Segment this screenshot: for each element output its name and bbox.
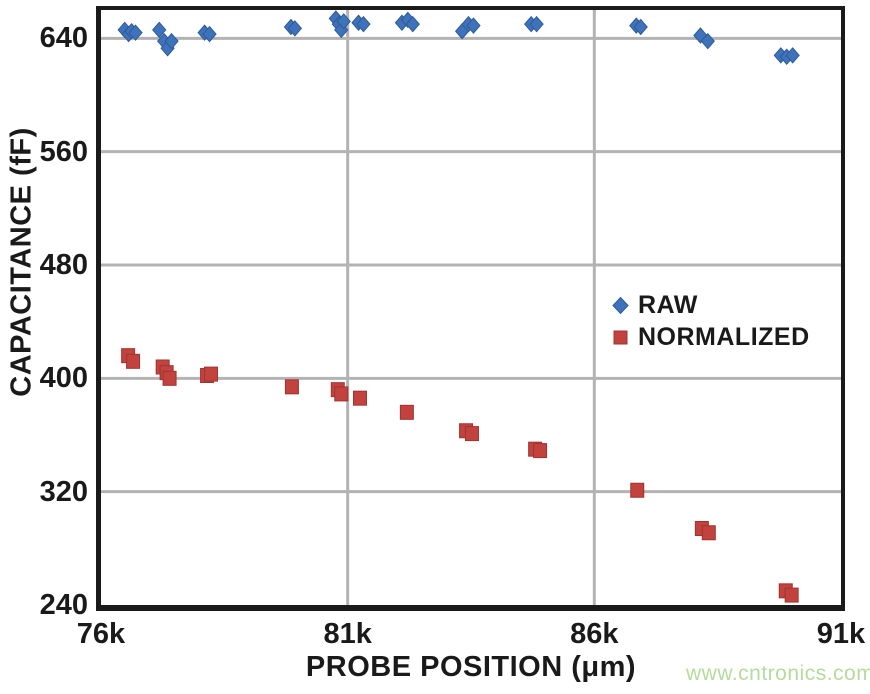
raw-data-point [128, 24, 143, 41]
raw-data-point [785, 47, 800, 64]
normalized-data-point [204, 366, 219, 382]
raw-data-point [202, 25, 217, 43]
y-tick-label: 480 [39, 249, 88, 281]
plot-area [96, 6, 845, 611]
y-tick-label: 640 [39, 22, 88, 55]
y-tick-label: 400 [39, 362, 88, 395]
raw-data-point [633, 18, 648, 36]
normalized-data-point [162, 370, 177, 386]
normalized-data-point [334, 386, 349, 402]
watermark: www.cntronics.com [686, 662, 870, 685]
normalized-data-point [784, 587, 799, 603]
raw-data-point [700, 32, 715, 50]
legend-label-normalized: NORMALIZED [638, 322, 810, 351]
normalized-data-point [126, 353, 141, 369]
x-tick-label: 81k [323, 618, 372, 650]
raw-data-point [405, 15, 420, 33]
y-tick-label: 240 [39, 589, 88, 621]
legend-item-normalized: NORMALIZED [612, 321, 810, 353]
raw-diamond-icon [612, 296, 629, 314]
normalized-data-point [630, 482, 645, 498]
x-tick-label: 91k [816, 618, 866, 650]
normalized-data-point [533, 443, 548, 459]
raw-data-point [356, 15, 371, 33]
normalized-data-point [701, 525, 716, 541]
plot-canvas [101, 10, 841, 605]
normalized-square-icon [613, 330, 628, 344]
normalized-data-point [464, 426, 479, 442]
raw-data-point [336, 13, 351, 30]
x-axis-title: PROBE POSITION (μm) [305, 651, 637, 683]
raw-data-point [466, 17, 481, 34]
normalized-data-point [353, 390, 367, 406]
y-tick-label: 320 [39, 475, 88, 508]
legend: RAW NORMALIZED [612, 289, 810, 353]
raw-data-point [152, 21, 167, 39]
legend-item-raw: RAW [612, 289, 810, 321]
x-tick-label: 76k [76, 618, 126, 650]
normalized-data-point [399, 404, 414, 420]
legend-label-raw: RAW [638, 290, 698, 319]
x-tick-label: 86k [570, 618, 619, 650]
normalized-data-point [284, 379, 299, 395]
raw-data-point [164, 32, 179, 50]
raw-data-point [287, 20, 303, 37]
raw-data-point [529, 15, 544, 33]
y-tick-label: 560 [39, 135, 88, 168]
